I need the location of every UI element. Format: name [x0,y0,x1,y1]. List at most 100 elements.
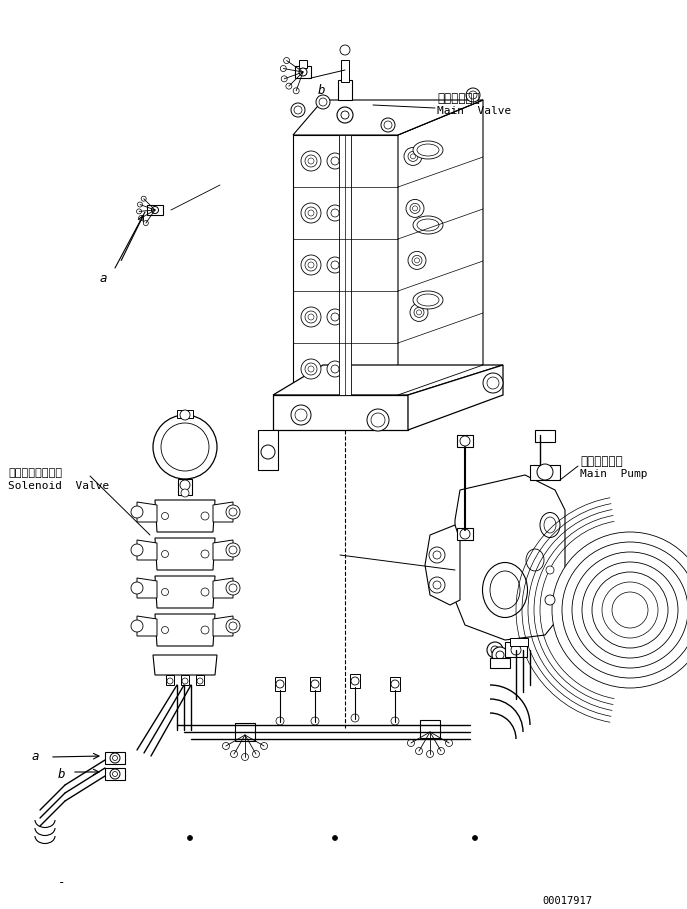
Circle shape [226,505,240,519]
Polygon shape [455,475,565,640]
Circle shape [546,566,554,574]
Circle shape [429,547,445,563]
Circle shape [305,259,317,271]
Circle shape [460,529,470,539]
Circle shape [408,152,418,162]
Circle shape [412,255,422,265]
Circle shape [438,747,444,754]
Circle shape [433,551,441,559]
Polygon shape [155,538,215,570]
Circle shape [327,309,343,325]
Circle shape [473,835,477,841]
Ellipse shape [540,513,560,537]
Circle shape [181,489,189,497]
Polygon shape [137,578,157,598]
Text: a: a [32,750,39,763]
Polygon shape [213,540,233,560]
Circle shape [331,261,339,269]
Circle shape [142,196,146,201]
Circle shape [612,592,648,628]
Circle shape [492,647,508,663]
Circle shape [161,513,168,520]
Circle shape [229,622,237,630]
Bar [338,80,352,100]
Ellipse shape [544,517,556,533]
Polygon shape [155,614,215,646]
Circle shape [281,75,287,82]
Circle shape [110,769,120,779]
Bar [275,677,285,691]
Circle shape [131,582,143,594]
Polygon shape [137,616,157,636]
Circle shape [161,551,168,557]
Bar [299,60,307,68]
Polygon shape [137,502,157,522]
Circle shape [331,365,339,373]
Circle shape [416,747,423,754]
Circle shape [161,626,168,634]
Bar [178,479,192,495]
Bar [105,752,125,764]
Circle shape [592,572,668,648]
Circle shape [319,98,327,106]
Circle shape [201,588,209,596]
Circle shape [260,743,267,750]
Ellipse shape [417,294,439,306]
Circle shape [337,107,353,123]
Circle shape [308,314,314,320]
Circle shape [276,717,284,725]
Circle shape [460,436,470,446]
Circle shape [253,751,260,757]
Circle shape [226,581,240,595]
Circle shape [545,595,555,605]
Circle shape [340,45,350,55]
Circle shape [291,103,305,117]
Ellipse shape [482,563,528,617]
Circle shape [197,678,203,684]
Polygon shape [137,540,157,560]
Circle shape [582,562,678,658]
Circle shape [231,751,238,757]
Circle shape [367,409,389,431]
Bar [341,60,349,82]
Polygon shape [273,365,503,395]
Circle shape [226,619,240,633]
Polygon shape [293,135,398,395]
Text: b: b [58,768,65,781]
Polygon shape [273,395,408,430]
Circle shape [572,552,687,668]
Polygon shape [155,500,215,532]
Circle shape [167,678,173,684]
Circle shape [161,588,168,595]
Circle shape [308,158,314,164]
Circle shape [295,409,307,421]
Circle shape [180,480,190,490]
Circle shape [137,202,142,207]
Circle shape [446,740,453,746]
Circle shape [333,835,337,841]
Circle shape [414,307,424,317]
Circle shape [404,147,422,165]
Bar [147,205,163,215]
Polygon shape [408,365,503,430]
Circle shape [469,91,477,99]
Circle shape [201,512,209,520]
Circle shape [316,95,330,109]
Circle shape [188,835,192,841]
Circle shape [305,155,317,167]
Circle shape [429,577,445,593]
Bar [339,135,351,395]
Text: Main  Valve: Main Valve [437,106,511,116]
Text: Solenoid  Valve: Solenoid Valve [8,481,109,491]
Bar [181,675,189,685]
Circle shape [331,313,339,321]
Circle shape [131,506,143,518]
Circle shape [511,645,521,655]
Circle shape [391,680,399,688]
Circle shape [351,714,359,722]
Circle shape [284,57,290,64]
Polygon shape [425,525,460,605]
Circle shape [301,151,321,171]
Circle shape [602,582,658,638]
Circle shape [229,546,237,554]
